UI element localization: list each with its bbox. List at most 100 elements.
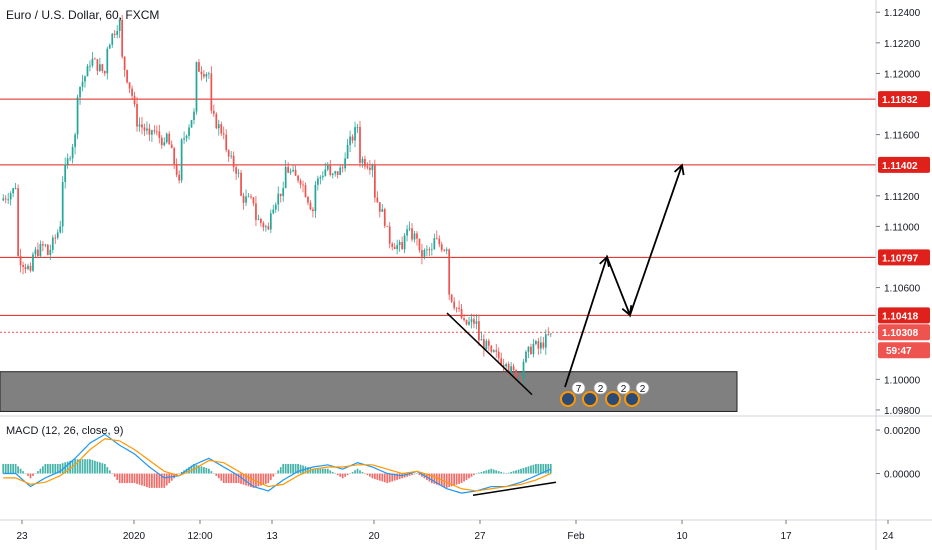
candle-body [91,58,94,66]
candle-body [198,62,200,72]
level-badge [878,156,930,173]
candle-body [356,126,359,128]
macd-histogram-bar [515,470,517,474]
macd-histogram-bar [475,473,478,475]
macd-histogram-bar [450,473,453,487]
candle-body [369,167,371,170]
candle-body [178,174,181,181]
candle-body [106,48,109,74]
macd-histogram-bar [284,463,287,474]
candle-body [510,366,512,374]
macd-histogram-bar [547,463,550,474]
macd-histogram-bar [492,469,495,474]
candle-body [346,144,349,159]
drawings [446,163,685,396]
macd-histogram-bar [190,465,193,474]
candle-body [84,76,86,82]
candle-body [361,158,364,163]
candle-body [42,244,44,246]
level-badge [878,249,930,266]
candle-body [136,104,138,127]
candle-body [59,226,62,233]
macd-histogram-bar [111,473,114,475]
candle-body [455,307,458,309]
price-trendline [446,312,533,396]
candle-body [128,82,131,89]
macd-histogram-bar [267,473,270,484]
candle-body [160,137,163,146]
macd-histogram-bar [460,473,463,484]
candle-body [71,147,74,159]
macd-histogram-bar [361,471,364,474]
event-count-label: 2 [621,384,627,395]
macd-histogram-bar [522,467,525,474]
x-tick-label: 2020 [123,531,146,542]
candle-body [76,97,79,135]
macd-histogram-bar [532,464,535,474]
candle-body [79,86,81,98]
candle-body [86,66,89,77]
candle-body [151,130,153,135]
candle-body [103,70,106,74]
candle-body [225,134,228,151]
candle-body [113,33,116,35]
event-count-bubble [616,381,631,395]
macd-label: MACD (12, 26, close, 9) [6,425,123,437]
candle-body [111,33,114,45]
candle-body [98,64,101,71]
macd-histogram-bar [391,473,394,482]
macd-histogram-bar [530,465,532,474]
candle-body [487,340,490,346]
candle-body [386,225,389,227]
y-tick-label: 1.12200 [884,39,921,50]
macd-histogram-bar [205,467,208,474]
candle-body [299,180,302,185]
macd-histogram-bar [79,459,81,474]
candle-body [336,171,339,175]
macd-histogram-bar [326,468,329,474]
candle-body [517,378,520,380]
x-tick-label: 17 [780,531,792,542]
macd-histogram-bar [502,472,505,474]
macd-line [3,433,552,494]
macd-histogram-bar [232,473,235,484]
macd-histogram-bar [535,463,537,474]
level-badge-text: 1.11402 [882,161,918,172]
macd-histogram-bar [544,463,547,474]
macd-histogram-bar [54,463,57,474]
events: 7 2 2 2 [560,381,650,407]
macd-histogram-bar [359,470,361,474]
candle-body [480,339,483,341]
candle-body [200,71,203,75]
candle-body [222,133,225,135]
candle-body [478,321,480,341]
macd-histogram-bar [334,473,337,475]
candle-body [497,351,500,359]
candle-body [418,238,421,251]
candle-body [81,81,84,87]
candle-body [329,165,332,176]
candle-body [54,237,57,239]
candle-body [294,169,297,176]
candle-body [468,321,470,325]
macd-histogram-bar [180,471,183,474]
candle-body [535,341,537,344]
candle-body [220,124,223,134]
macd-histogram-bar [490,468,493,474]
macd-histogram-bar [262,473,265,485]
candle-body [49,249,52,256]
candle-body [453,301,456,308]
macd-histogram-bar [203,467,205,474]
y-tick-label: 1.11600 [884,131,920,142]
macd-histogram-bar [27,473,29,476]
macd-histogram-bar [46,463,49,474]
macd-histogram-bar [103,463,106,474]
macd-histogram-bar [126,473,128,484]
macd-histogram-bar [406,473,408,477]
macd-histogram-bar [470,473,473,477]
candle-body [378,202,381,212]
macd-histogram-bar [378,473,381,481]
candle-body [304,185,307,197]
